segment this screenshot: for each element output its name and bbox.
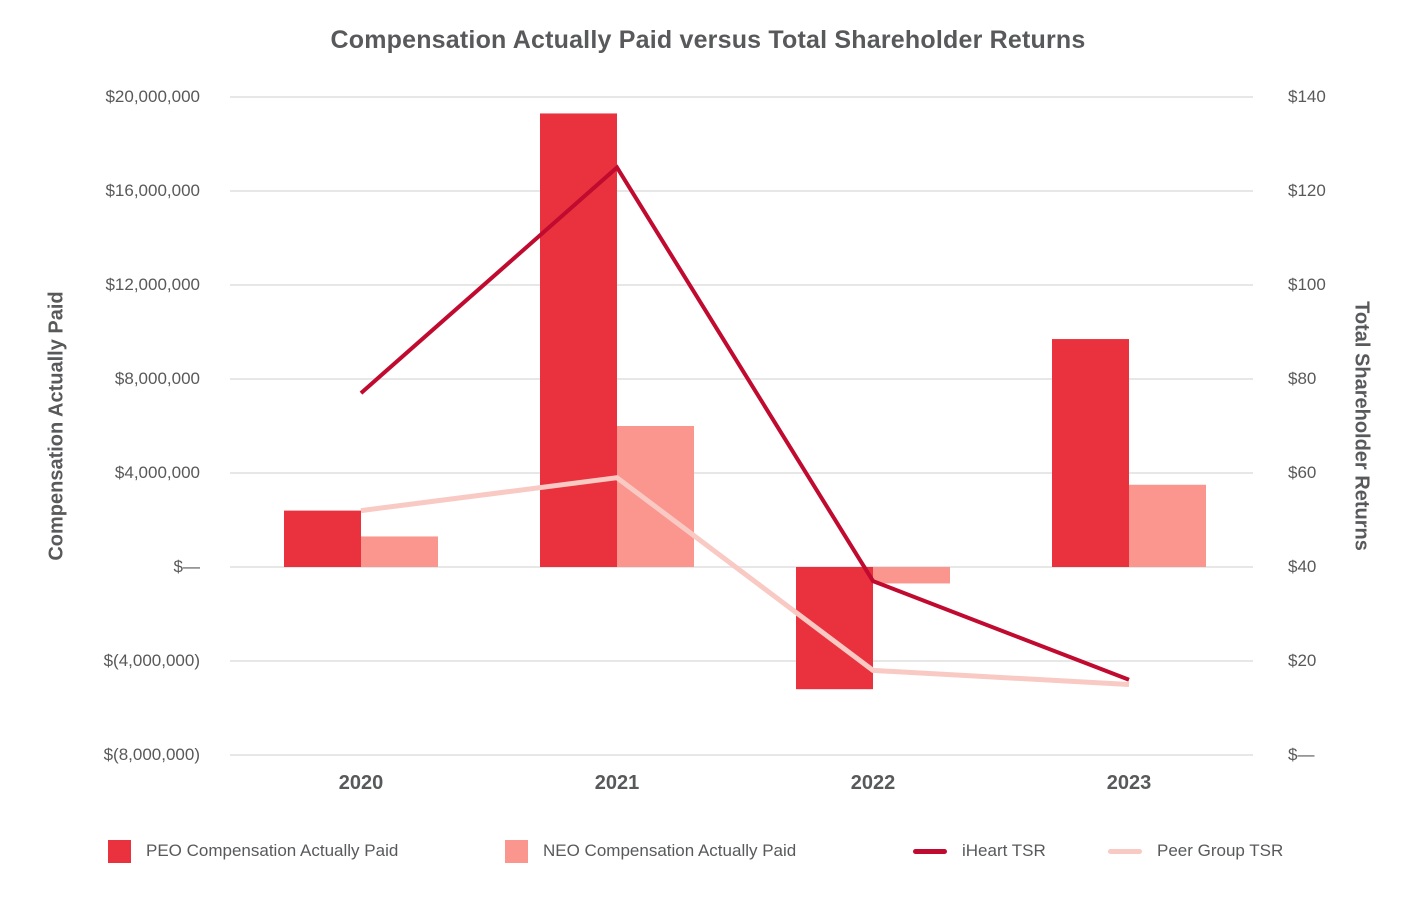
peo-bar — [796, 567, 873, 690]
legend-label: PEO Compensation Actually Paid — [146, 841, 399, 860]
x-axis-label-2021: 2021 — [594, 772, 640, 794]
iheart-tsr-line — [359, 164, 1130, 682]
left-axis-tick: $(4,000,000) — [103, 651, 200, 670]
iheart-tsr-line-swatch — [913, 848, 947, 854]
left-axis-tick: $16,000,000 — [105, 181, 200, 200]
peer-group-tsr-line-swatch — [1108, 848, 1142, 854]
right-axis-tick: $120 — [1288, 181, 1326, 200]
legend-item-peer-group-tsr: Peer Group TSR — [1108, 838, 1283, 864]
legend-item-neo: NEO Compensation Actually Paid — [505, 838, 796, 864]
neo-bar — [1129, 484, 1206, 567]
neo-bar — [873, 567, 950, 584]
x-axis-label-2023: 2023 — [1106, 772, 1152, 794]
neo-bar — [617, 426, 694, 567]
right-axis-tick: $— — [1288, 745, 1315, 764]
neo-bar-swatch — [505, 839, 528, 863]
neo-bar — [361, 536, 438, 567]
right-axis-tick: $60 — [1288, 463, 1317, 482]
peo-bar — [540, 113, 617, 567]
chart-legend: PEO Compensation Actually Paid NEO Compe… — [0, 838, 1416, 866]
left-axis-tick: $— — [173, 557, 200, 576]
legend-item-peo: PEO Compensation Actually Paid — [108, 838, 398, 864]
legend-item-iheart-tsr: iHeart TSR — [913, 838, 1046, 864]
left-axis-tick: $8,000,000 — [114, 369, 200, 388]
left-axis-title: Compensation Actually Paid — [45, 291, 68, 561]
right-axis-tick: $80 — [1288, 369, 1317, 388]
peer-group-tsr-line — [360, 475, 1130, 687]
left-axis-tick: $20,000,000 — [105, 87, 200, 106]
left-axis-tick: $12,000,000 — [105, 275, 200, 294]
right-axis-tick: $140 — [1288, 87, 1326, 106]
chart-title: Compensation Actually Paid versus Total … — [330, 26, 1086, 54]
left-axis-tick: $(8,000,000) — [103, 745, 200, 764]
x-axis-label-2020: 2020 — [338, 772, 384, 794]
left-axis-tick: $4,000,000 — [114, 463, 200, 482]
right-axis-title: Total Shareholder Returns — [1350, 301, 1373, 551]
peo-bar — [284, 510, 361, 567]
peo-bar-swatch — [108, 839, 131, 863]
legend-label: Peer Group TSR — [1157, 841, 1284, 860]
right-axis-tick: $20 — [1288, 651, 1317, 670]
right-axis-tick: $40 — [1288, 557, 1317, 576]
right-axis-tick: $100 — [1288, 275, 1326, 294]
peo-bar — [1052, 339, 1129, 567]
x-axis-label-2022: 2022 — [850, 772, 896, 794]
chart-canvas — [230, 96, 1253, 756]
legend-label: iHeart TSR — [962, 841, 1046, 860]
legend-label: NEO Compensation Actually Paid — [543, 841, 797, 860]
